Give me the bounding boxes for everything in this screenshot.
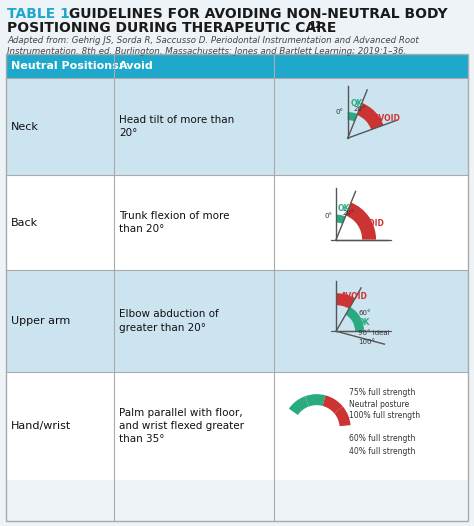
- Bar: [6, 78, 468, 175]
- Text: Trunk flexion of more
than 20°: Trunk flexion of more than 20°: [119, 211, 229, 234]
- Text: 40% full strength: 40% full strength: [349, 447, 415, 456]
- Wedge shape: [334, 406, 351, 426]
- Bar: [6, 270, 468, 372]
- Text: Elbow abduction of
greater than 20°: Elbow abduction of greater than 20°: [119, 309, 219, 332]
- Text: Back: Back: [11, 217, 38, 228]
- Text: 100°: 100°: [358, 339, 375, 345]
- Wedge shape: [346, 203, 376, 240]
- Text: Neck: Neck: [11, 122, 39, 132]
- Wedge shape: [336, 215, 346, 224]
- Wedge shape: [357, 103, 383, 129]
- Text: AVOID: AVOID: [374, 114, 401, 123]
- Wedge shape: [289, 396, 309, 415]
- Text: Upper arm: Upper arm: [11, 316, 70, 326]
- Text: 0°: 0°: [324, 213, 332, 219]
- Text: OK: OK: [358, 318, 371, 327]
- Text: 60°: 60°: [358, 310, 371, 316]
- Bar: [6, 175, 468, 270]
- Text: TABLE 1.: TABLE 1.: [7, 7, 75, 21]
- Text: Hand/wrist: Hand/wrist: [11, 421, 71, 431]
- Wedge shape: [346, 307, 364, 331]
- Text: AVOID: AVOID: [358, 219, 385, 228]
- Text: GUIDELINES FOR AVOIDING NON-NEUTRAL BODY: GUIDELINES FOR AVOIDING NON-NEUTRAL BODY: [64, 7, 447, 21]
- Text: 75% full strength: 75% full strength: [349, 388, 415, 397]
- Text: 90° ideal: 90° ideal: [358, 330, 390, 336]
- Wedge shape: [336, 293, 355, 309]
- Text: Instrumentation. 8th ed. Burlington, Massachusetts: Jones and Bartlett Learning;: Instrumentation. 8th ed. Burlington, Mas…: [7, 47, 406, 56]
- Bar: [6, 372, 468, 480]
- Wedge shape: [323, 396, 343, 413]
- Text: Adapted from: Gehrig JS, Sorda R, Saccusso D. Periodontal Instrumentation and Ad: Adapted from: Gehrig JS, Sorda R, Saccus…: [7, 36, 419, 45]
- Text: Palm parallel with floor,
and wrist flexed greater
than 35°: Palm parallel with floor, and wrist flex…: [119, 408, 244, 444]
- Text: 0°: 0°: [336, 109, 344, 115]
- Text: Neutral Positions:: Neutral Positions:: [11, 61, 123, 71]
- Text: 20°: 20°: [342, 209, 355, 216]
- Text: POSITIONING DURING THERAPEUTIC CARE: POSITIONING DURING THERAPEUTIC CARE: [7, 21, 337, 35]
- Text: 12: 12: [309, 21, 321, 29]
- Wedge shape: [348, 112, 357, 122]
- Bar: [6, 54, 468, 78]
- Text: AVOID: AVOID: [341, 292, 368, 301]
- Wedge shape: [305, 394, 326, 407]
- Text: 20°: 20°: [354, 106, 366, 112]
- Text: Neutral posture
100% full strength: Neutral posture 100% full strength: [349, 400, 420, 420]
- Text: Head tilt of more than
20°: Head tilt of more than 20°: [119, 115, 234, 138]
- Text: 60% full strength: 60% full strength: [349, 433, 415, 443]
- Text: OK: OK: [338, 204, 350, 213]
- Bar: [6, 54, 468, 521]
- Text: Avoid: Avoid: [119, 61, 154, 71]
- Text: OK: OK: [351, 99, 363, 108]
